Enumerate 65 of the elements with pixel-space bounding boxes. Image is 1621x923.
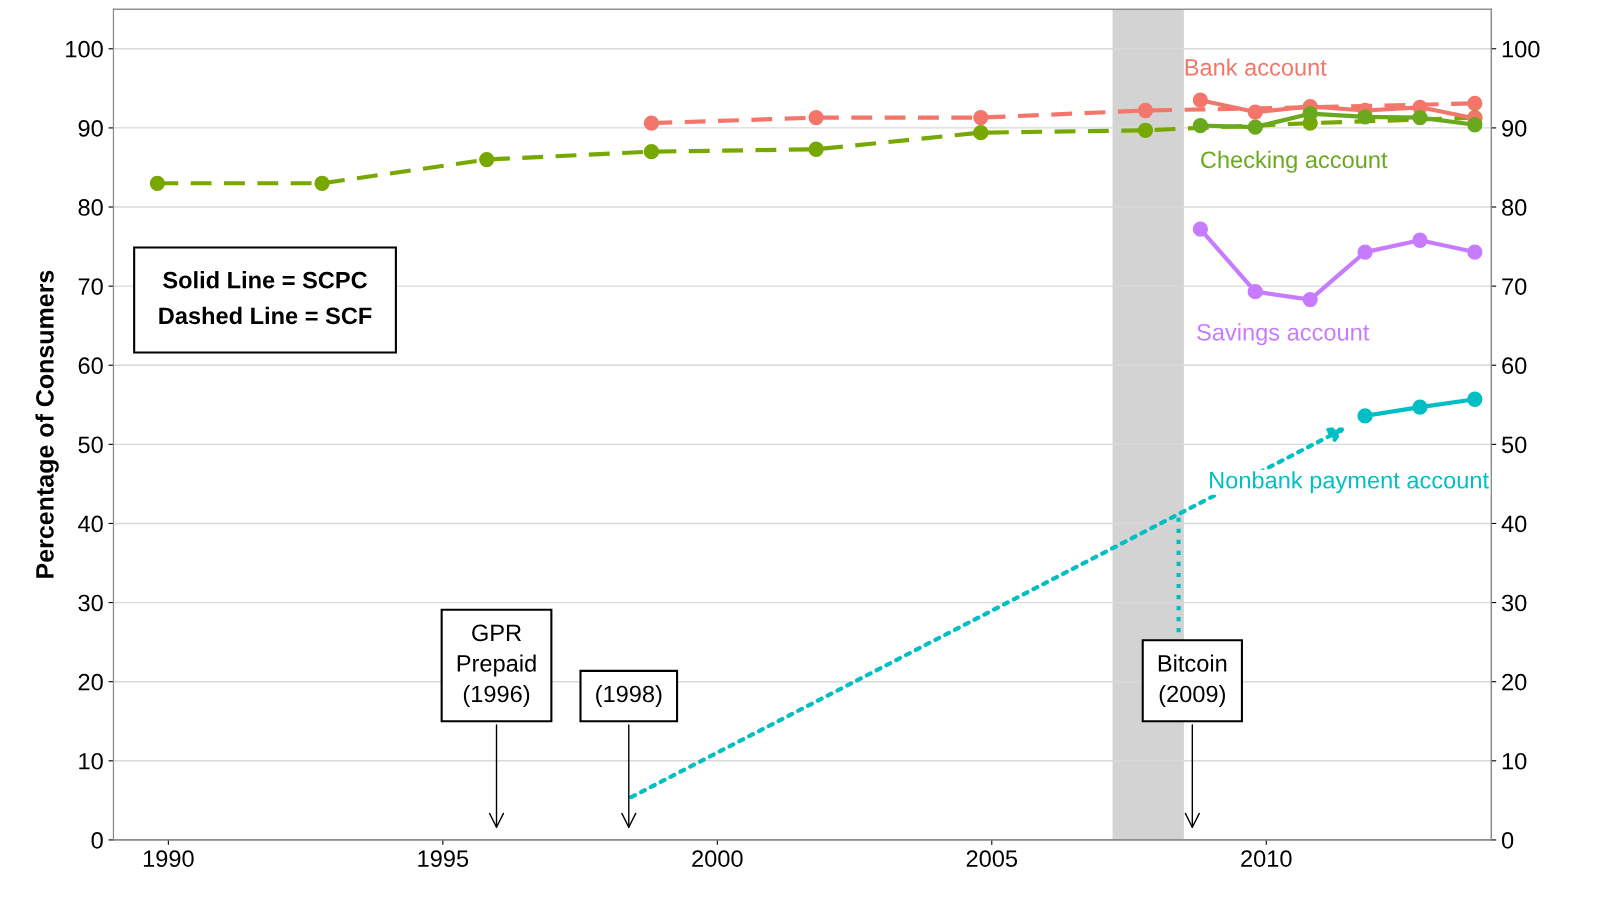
annotation: (1998)	[596, 685, 662, 708]
annotation: Solid Line = SCPC Dashed Line = SCF	[159, 271, 372, 325]
point	[1247, 104, 1263, 120]
point	[1467, 244, 1483, 260]
y-tick-label: 50	[78, 436, 103, 454]
point	[1247, 284, 1263, 300]
point	[1412, 109, 1428, 126]
x-tick-label: 1990	[143, 850, 194, 867]
y2-tick-label: 90	[1502, 119, 1527, 137]
point	[1192, 221, 1209, 237]
x-tick-label: 2005	[966, 850, 1018, 867]
point	[1357, 244, 1373, 260]
point	[808, 141, 824, 157]
y-tick-label: 10	[79, 752, 103, 770]
y-tick-label: 90	[78, 119, 103, 137]
point	[1357, 109, 1373, 125]
point	[149, 175, 166, 191]
y2-tick-label: 60	[1502, 357, 1527, 375]
y-tick-label: 30	[78, 594, 103, 612]
point	[1302, 106, 1318, 122]
point	[1137, 102, 1154, 119]
x-tick-label: 2010	[1241, 850, 1292, 867]
point	[1412, 399, 1428, 415]
y-tick-label: 0	[91, 832, 103, 849]
annotation: Bitcoin (2009)	[1158, 654, 1227, 708]
point	[1192, 117, 1209, 134]
y-tick-label: 60	[78, 357, 103, 375]
y-tick-label: 70	[78, 278, 103, 295]
point	[643, 115, 660, 131]
series-label: Bank account	[1185, 58, 1327, 76]
y-axis-title: Percentage of Consumers	[35, 270, 59, 578]
y2-tick-label: 100	[1502, 40, 1540, 58]
point	[808, 109, 824, 126]
annotation: GPR Prepaid (1996)	[457, 624, 536, 708]
y-tick-label: 20	[78, 673, 103, 691]
series-label: Checking account	[1201, 150, 1388, 173]
x-tick-label: 2000	[692, 850, 743, 867]
y-tick-label: 40	[78, 515, 103, 533]
y-tick-label: 100	[66, 40, 103, 58]
point	[1467, 95, 1483, 112]
y2-tick-label: 20	[1502, 673, 1527, 691]
point	[1302, 291, 1318, 308]
point	[1247, 119, 1263, 135]
point	[643, 143, 660, 160]
y2-tick-label: 80	[1502, 199, 1527, 216]
point	[479, 151, 495, 168]
point	[1412, 232, 1428, 248]
point	[973, 109, 989, 126]
y2-tick-label: 0	[1501, 832, 1514, 849]
point	[1192, 92, 1209, 108]
series-label: Savings account	[1197, 323, 1370, 346]
y2-tick-label: 50	[1501, 436, 1527, 454]
point	[1357, 408, 1373, 424]
point	[1137, 122, 1154, 138]
y2-tick-label: 70	[1502, 278, 1527, 295]
y2-tick-label: 40	[1501, 515, 1527, 533]
point	[314, 175, 330, 191]
point	[1467, 117, 1483, 133]
point	[1467, 391, 1483, 407]
y2-tick-label: 10	[1502, 752, 1527, 770]
y-tick-label: 80	[78, 199, 103, 216]
point	[973, 125, 989, 141]
text: Nonbank payment account	[1210, 471, 1489, 494]
y2-tick-label: 30	[1501, 594, 1527, 612]
x-tick-label: 1995	[418, 850, 469, 867]
